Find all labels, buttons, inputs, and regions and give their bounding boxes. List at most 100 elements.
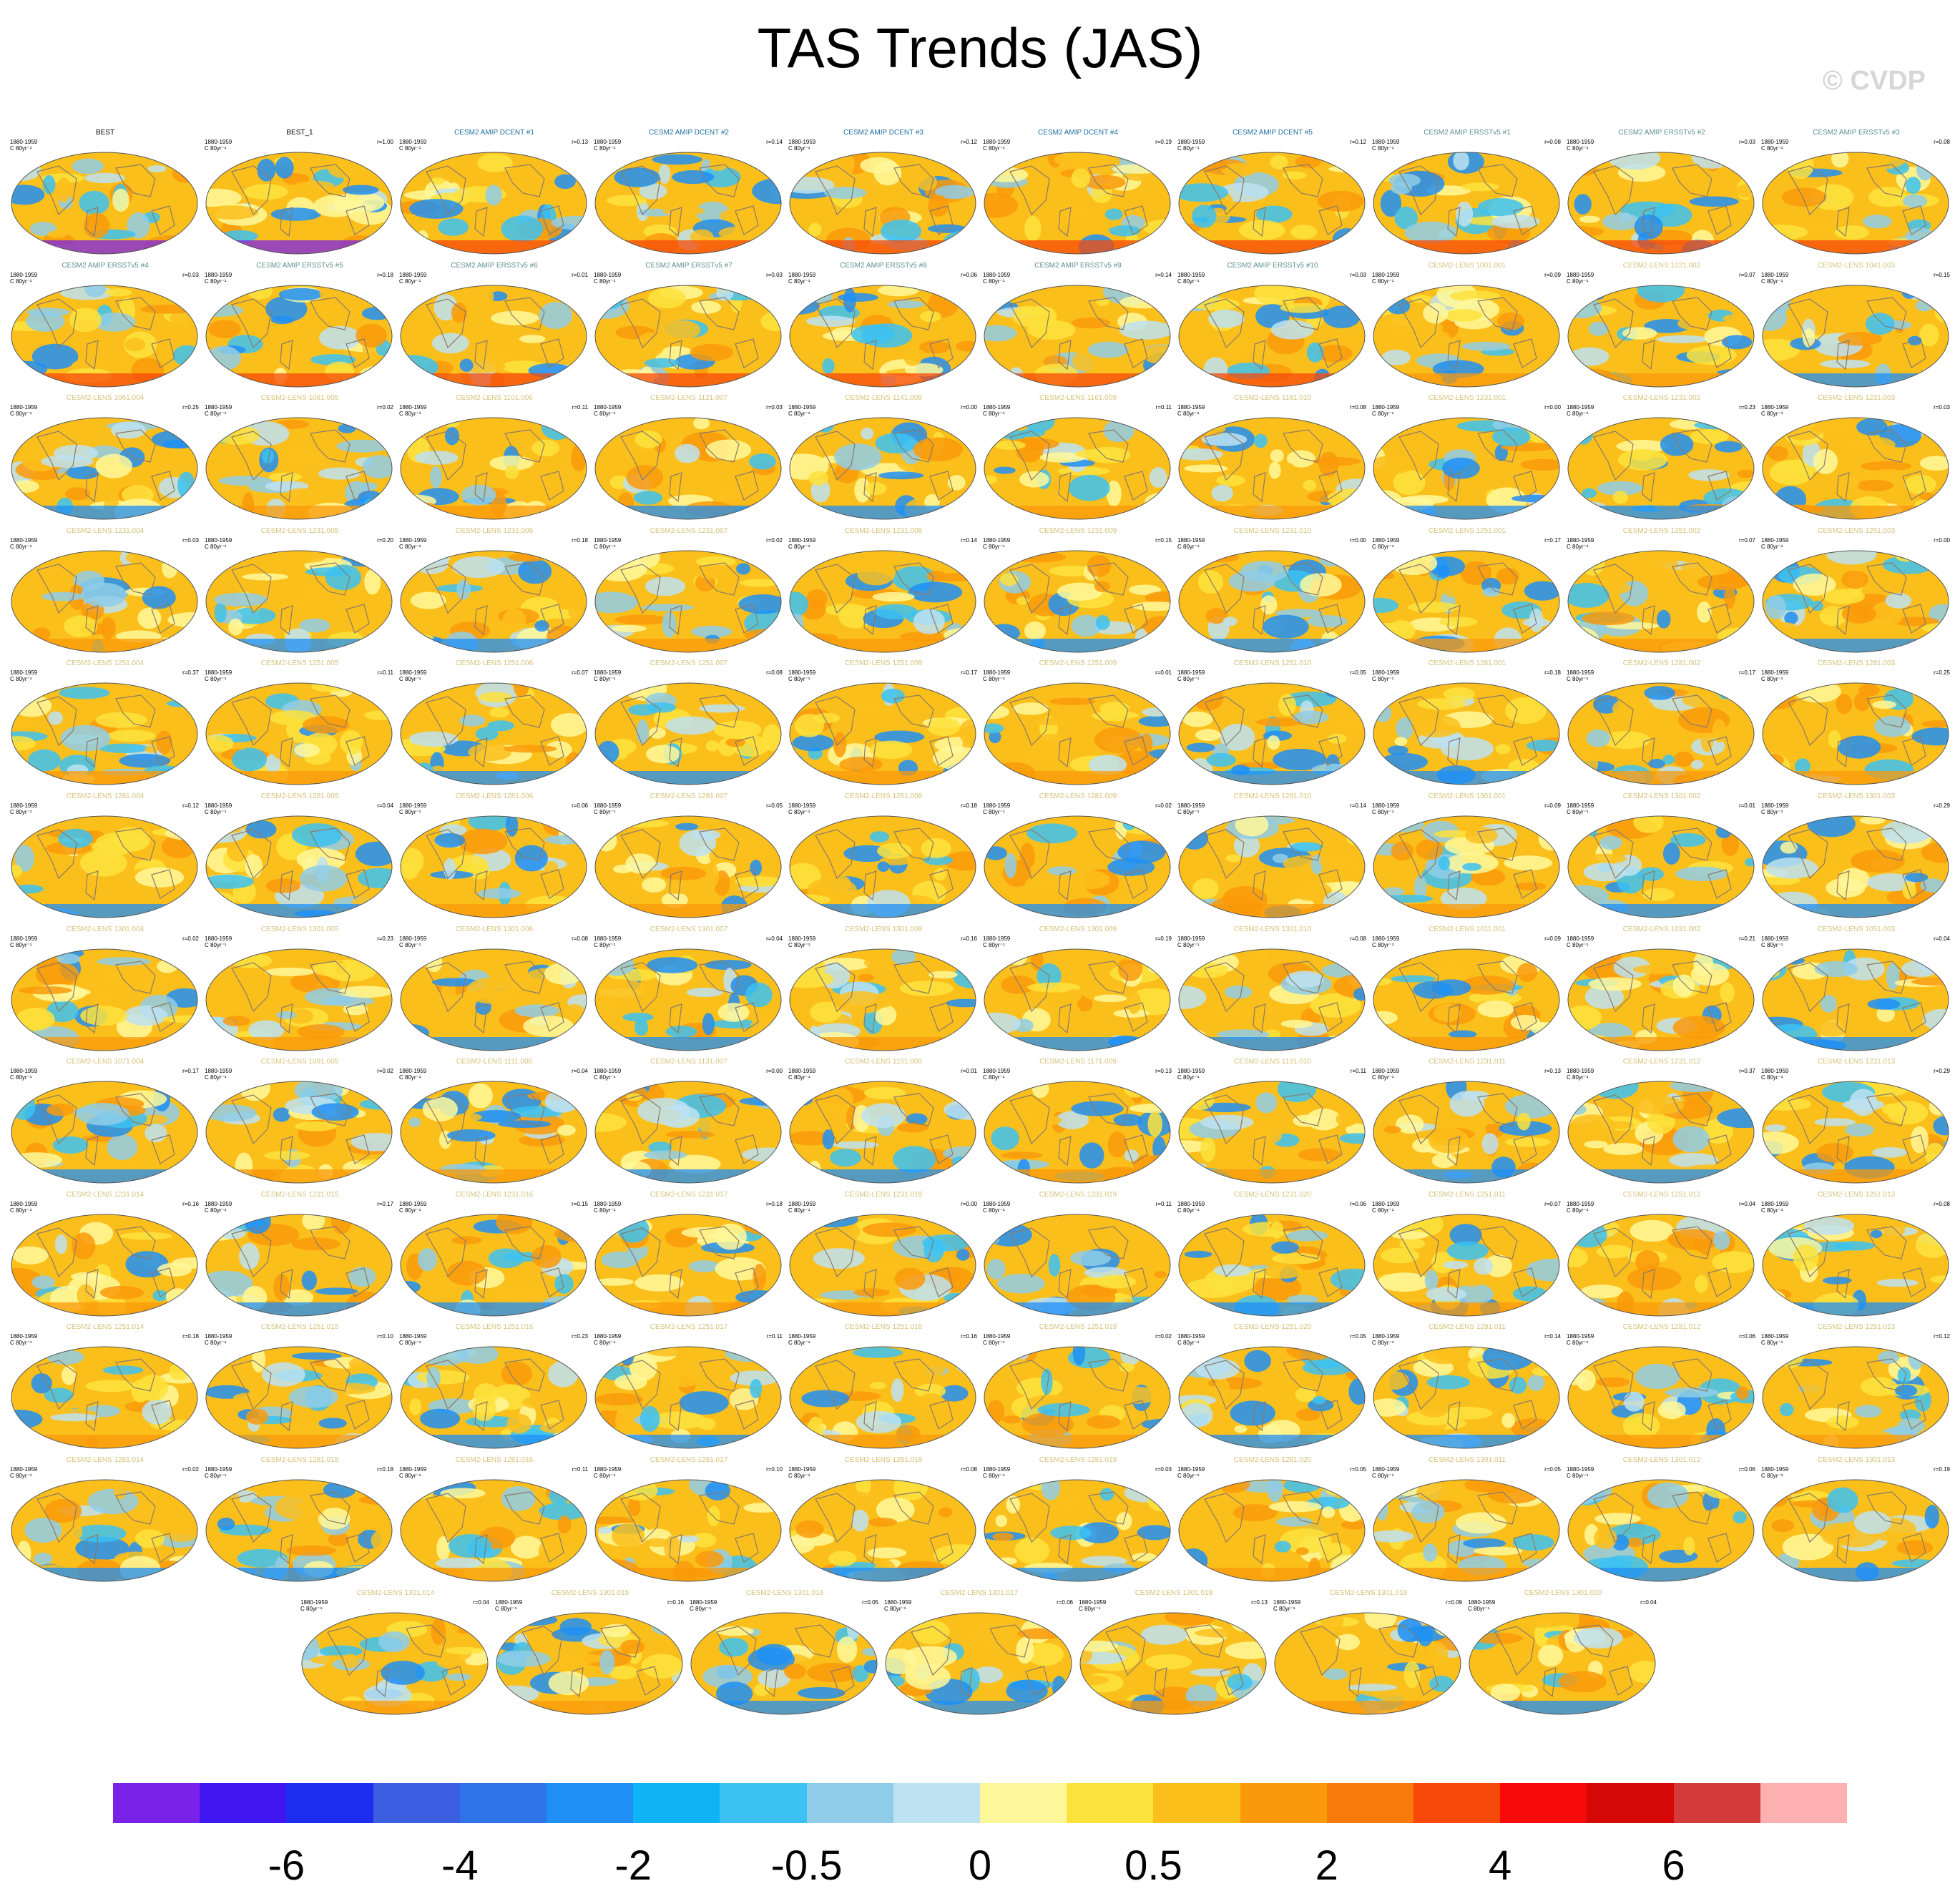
map-panel: CESM2-LENS 1231.007 1880-1959 C 80yr⁻¹ r=0.… — [592, 527, 785, 656]
panel-period-units: 1880-1959 C 80yr⁻¹ — [594, 802, 622, 815]
map-panel: CESM2-LENS 1301.008 1880-1959 C 80yr⁻¹ r=0.… — [787, 925, 980, 1054]
map-panel: CESM2-LENS 1281.001 1880-1959 C 80yr⁻¹ r=0.… — [1371, 659, 1564, 788]
panel-pattern-correlation: r=0.08 — [961, 1466, 977, 1473]
panel-pattern-correlation: r=0.19 — [1934, 1466, 1950, 1473]
panel-pattern-correlation: r=0.08 — [766, 669, 783, 677]
panel-pattern-correlation: r=0.17 — [182, 1068, 199, 1075]
panel-period-units: 1880-1959 C 80yr⁻¹ — [983, 404, 1011, 418]
panel-title: CESM2-LENS 1141.008 — [845, 394, 922, 403]
panel-period-units: 1880-1959 C 80yr⁻¹ — [1372, 1466, 1400, 1479]
map-panel: CESM2 AMIP DCENT #2 1880-1959 C 80yr⁻¹ r=0.… — [592, 129, 785, 257]
map-panel: CESM2-LENS 1301.004 1880-1959 C 80yr⁻¹ r=0.… — [9, 925, 202, 1054]
panel-period-units: 1880-1959 C 80yr⁻¹ — [1567, 1068, 1594, 1081]
map-panel: CESM2-LENS 1281.019 1880-1959 C 80yr⁻¹ r=0.… — [981, 1456, 1175, 1585]
map-panel: CESM2-LENS 1131.007 1880-1959 C 80yr⁻¹ r=0.… — [592, 1058, 785, 1187]
panel-period-units: 1880-1959 C 80yr⁻¹ — [1567, 802, 1594, 815]
trend-map — [1762, 417, 1949, 520]
panel-pattern-correlation: r=0.29 — [1934, 1068, 1950, 1075]
trend-map — [11, 417, 198, 520]
panel-pattern-correlation: r=0.11 — [572, 404, 588, 411]
map-panel: CESM2-LENS 1031.002 1880-1959 C 80yr⁻¹ r=0.… — [1565, 925, 1758, 1054]
panel-period-units: 1880-1959 C 80yr⁻¹ — [1177, 271, 1205, 285]
map-panel: CESM2-LENS 1151.008 1880-1959 C 80yr⁻¹ r=0.… — [787, 1058, 980, 1187]
trend-map — [789, 285, 976, 388]
map-panel: CESM2-LENS 1301.020 1880-1959 C 80yr⁻¹ r=0.… — [1466, 1589, 1660, 1718]
panel-title: CESM2-LENS 1181.010 — [1234, 394, 1311, 403]
panel-pattern-correlation: r=0.03 — [766, 404, 783, 411]
map-panel: CESM2-LENS 1281.002 1880-1959 C 80yr⁻¹ r=0.… — [1565, 659, 1758, 788]
panel-period-units: 1880-1959 C 80yr⁻¹ — [495, 1598, 523, 1612]
panel-title: CESM2 AMIP ERSSTv5 #4 — [62, 261, 149, 270]
colorbar-bin — [1413, 1783, 1501, 1823]
panel-pattern-correlation: r=0.10 — [766, 1466, 783, 1473]
panel-title: CESM2-LENS 1081.005 — [260, 394, 339, 403]
panel-title: CESM2-LENS 1101.006 — [456, 394, 533, 403]
map-panel: CESM2 AMIP ERSSTv5 #4 1880-1959 C 80yr⁻¹ r=… — [9, 262, 202, 391]
map-panel: CESM2 AMIP ERSSTv5 #2 1880-1959 C 80yr⁻¹ r=… — [1565, 129, 1758, 257]
colorbar-bin — [1587, 1783, 1675, 1823]
panel-title: CESM2-LENS 1301.005 — [260, 925, 339, 933]
panel-pattern-correlation: r=0.15 — [1934, 271, 1950, 278]
panel-title: CESM2-LENS 1231.016 — [455, 1190, 534, 1199]
map-panel: CESM2-LENS 1281.016 1880-1959 C 80yr⁻¹ r=0.… — [398, 1456, 591, 1585]
colorbar-bin — [113, 1783, 200, 1823]
panel-pattern-correlation: r=0.02 — [182, 1466, 199, 1473]
panel-period-units: 1880-1959 C 80yr⁻¹ — [399, 935, 427, 948]
panel-title: CESM2-LENS 1251.004 — [66, 659, 144, 668]
panel-pattern-correlation: r=1.00 — [377, 139, 393, 145]
panel-period-units: 1880-1959 C 80yr⁻¹ — [884, 1598, 912, 1612]
panel-period-units: 1880-1959 C 80yr⁻¹ — [1567, 1466, 1594, 1479]
panel-period-units: 1880-1959 C 80yr⁻¹ — [205, 1068, 232, 1081]
trend-map — [594, 285, 782, 388]
map-panel: CESM2-LENS 1301.011 1880-1959 C 80yr⁻¹ r=0.… — [1371, 1456, 1564, 1585]
map-panel: CESM2-LENS 1301.009 1880-1959 C 80yr⁻¹ r=0.… — [981, 925, 1175, 1054]
trend-map — [594, 1081, 782, 1184]
trend-map — [594, 417, 782, 520]
panel-period-units: 1880-1959 C 80yr⁻¹ — [1567, 1200, 1594, 1214]
map-panel: CESM2-LENS 1251.011 1880-1959 C 80yr⁻¹ r=0.… — [1371, 1191, 1564, 1320]
panel-pattern-correlation: r=0.19 — [1155, 935, 1172, 942]
map-panel: CESM2-LENS 1011.001 1880-1959 C 80yr⁻¹ r=0.… — [1371, 925, 1564, 1054]
panel-title: CESM2-LENS 1161.009 — [1039, 394, 1117, 403]
colorbar-bin — [980, 1783, 1067, 1823]
panel-period-units: 1880-1959 C 80yr⁻¹ — [1177, 404, 1205, 418]
panel-pattern-correlation: r=0.02 — [377, 1068, 393, 1075]
map-panel: CESM2-LENS 1281.012 1880-1959 C 80yr⁻¹ r=0.… — [1565, 1323, 1758, 1452]
trend-map — [205, 1346, 393, 1449]
panel-pattern-correlation: r=0.04 — [1934, 935, 1950, 942]
trend-map — [984, 1081, 1171, 1184]
trend-map — [984, 417, 1171, 520]
map-panel: CESM2-LENS 1301.018 1880-1959 C 80yr⁻¹ r=0.… — [1077, 1589, 1270, 1718]
panel-title: CESM2-LENS 1301.018 — [1135, 1588, 1213, 1597]
trend-map — [1373, 1214, 1560, 1317]
panel-period-units: 1880-1959 C 80yr⁻¹ — [1177, 1068, 1205, 1081]
panel-period-units: 1880-1959 C 80yr⁻¹ — [983, 935, 1011, 948]
trend-map — [1178, 550, 1366, 653]
panel-period-units: 1880-1959 C 80yr⁻¹ — [1177, 1466, 1205, 1479]
panel-pattern-correlation: r=0.00 — [1544, 404, 1561, 411]
panel-title: CESM2-LENS 1251.014 — [66, 1323, 144, 1332]
trend-map — [205, 948, 393, 1051]
panel-pattern-correlation: r=0.13 — [1155, 1068, 1172, 1075]
panel-period-units: 1880-1959 C 80yr⁻¹ — [205, 536, 232, 550]
trend-map — [1373, 1479, 1560, 1582]
panel-period-units: 1880-1959 C 80yr⁻¹ — [1567, 536, 1594, 550]
panel-title: CESM2-LENS 1011.001 — [1429, 925, 1506, 933]
trend-map — [1567, 1479, 1755, 1582]
panel-pattern-correlation: r=0.00 — [961, 404, 977, 411]
panel-pattern-correlation: r=0.03 — [1350, 271, 1366, 278]
panel-title: CESM2-LENS 1191.010 — [1234, 1058, 1311, 1066]
panel-pattern-correlation: r=0.11 — [572, 1466, 588, 1473]
panel-period-units: 1880-1959 C 80yr⁻¹ — [594, 1200, 622, 1214]
panel-pattern-correlation: r=0.02 — [1155, 1333, 1172, 1340]
panel-pattern-correlation: r=0.12 — [182, 802, 199, 809]
panel-pattern-correlation: r=0.25 — [182, 404, 199, 411]
trend-map — [789, 417, 976, 520]
panel-title: CESM2-LENS 1281.007 — [650, 792, 728, 800]
panel-period-units: 1880-1959 C 80yr⁻¹ — [788, 404, 816, 418]
map-panel: CESM2-LENS 1281.014 1880-1959 C 80yr⁻¹ r=0.… — [9, 1456, 202, 1585]
map-panel: CESM2-LENS 1251.004 1880-1959 C 80yr⁻¹ r=0.… — [9, 659, 202, 788]
trend-map — [205, 152, 393, 255]
panel-title: CESM2-LENS 1281.009 — [1039, 792, 1117, 800]
trend-map — [1178, 948, 1366, 1051]
